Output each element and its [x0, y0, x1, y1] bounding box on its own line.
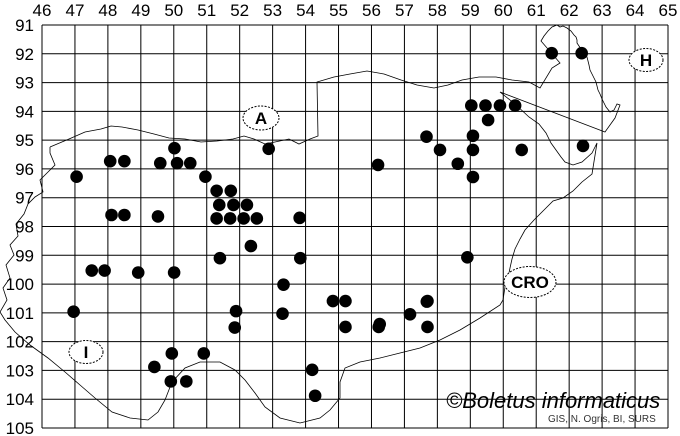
- svg-text:95: 95: [15, 131, 34, 150]
- svg-text:55: 55: [329, 1, 348, 20]
- svg-text:50: 50: [164, 1, 183, 20]
- svg-text:47: 47: [65, 1, 84, 20]
- svg-text:93: 93: [15, 74, 34, 93]
- svg-text:101: 101: [6, 304, 34, 323]
- svg-text:96: 96: [15, 160, 34, 179]
- svg-text:63: 63: [593, 1, 612, 20]
- svg-text:65: 65: [659, 1, 678, 20]
- svg-text:100: 100: [6, 275, 34, 294]
- svg-text:58: 58: [428, 1, 447, 20]
- svg-text:46: 46: [33, 1, 52, 20]
- svg-text:49: 49: [131, 1, 150, 20]
- svg-text:64: 64: [626, 1, 645, 20]
- svg-text:©Boletus informaticus: ©Boletus informaticus: [446, 388, 660, 413]
- svg-text:62: 62: [560, 1, 579, 20]
- svg-text:48: 48: [98, 1, 117, 20]
- svg-text:GIS, N. Ogris, BI, SURS: GIS, N. Ogris, BI, SURS: [548, 414, 656, 425]
- svg-text:H: H: [640, 51, 652, 70]
- svg-text:97: 97: [15, 189, 34, 208]
- svg-text:105: 105: [6, 419, 34, 436]
- svg-text:104: 104: [6, 390, 34, 409]
- svg-text:91: 91: [15, 16, 34, 35]
- svg-text:92: 92: [15, 45, 34, 64]
- svg-text:53: 53: [263, 1, 282, 20]
- svg-text:61: 61: [527, 1, 546, 20]
- svg-text:54: 54: [296, 1, 315, 20]
- svg-text:98: 98: [15, 218, 34, 237]
- svg-text:52: 52: [230, 1, 249, 20]
- svg-text:99: 99: [15, 246, 34, 265]
- svg-text:A: A: [255, 109, 267, 128]
- svg-text:57: 57: [395, 1, 414, 20]
- svg-text:I: I: [84, 343, 89, 362]
- svg-text:51: 51: [197, 1, 216, 20]
- svg-text:56: 56: [362, 1, 381, 20]
- svg-text:102: 102: [6, 333, 34, 352]
- svg-text:103: 103: [6, 361, 34, 380]
- svg-text:59: 59: [461, 1, 480, 20]
- svg-text:60: 60: [494, 1, 513, 20]
- svg-text:CRO: CRO: [511, 273, 549, 292]
- svg-text:94: 94: [15, 102, 34, 121]
